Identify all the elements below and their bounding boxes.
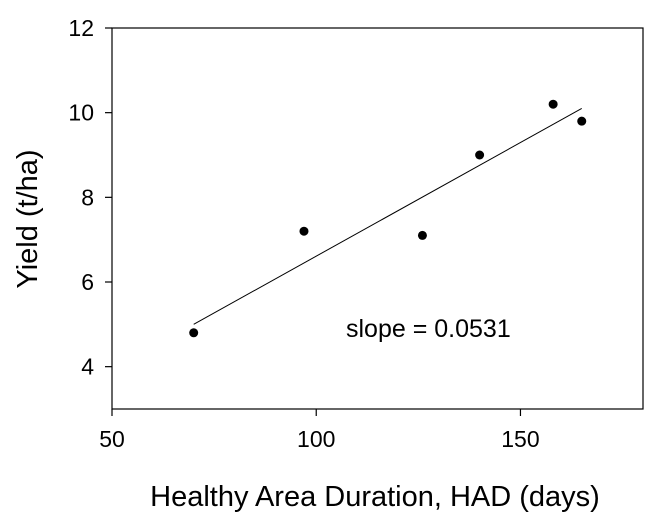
x-tick-label: 50: [99, 426, 125, 452]
regression-line: [193, 107, 582, 325]
x-axis-ticks: 50 100 150: [99, 409, 540, 452]
slope-annotation: slope = 0.0531: [346, 315, 511, 343]
data-points: [189, 99, 587, 338]
y-tick-label: 4: [81, 354, 94, 380]
data-point: [577, 116, 587, 126]
y-tick-label: 12: [68, 15, 94, 41]
plot-frame: [111, 27, 644, 410]
x-axis-label: Healthy Area Duration, HAD (days): [150, 481, 600, 513]
y-tick-label: 6: [81, 269, 94, 295]
data-point: [189, 328, 199, 338]
y-tick-label: 10: [68, 100, 94, 126]
trendline-group: [193, 107, 582, 325]
data-point: [475, 150, 485, 160]
data-point: [299, 226, 309, 236]
y-axis-label: Yield (t/ha): [12, 149, 44, 288]
x-tick-label: 150: [501, 426, 539, 452]
y-axis-ticks: 4 6 8 10 12: [68, 15, 112, 380]
data-point: [548, 99, 558, 109]
data-point: [417, 230, 427, 240]
y-tick-label: 8: [81, 184, 94, 210]
x-tick-label: 100: [297, 426, 335, 452]
plot-border: [111, 27, 644, 410]
